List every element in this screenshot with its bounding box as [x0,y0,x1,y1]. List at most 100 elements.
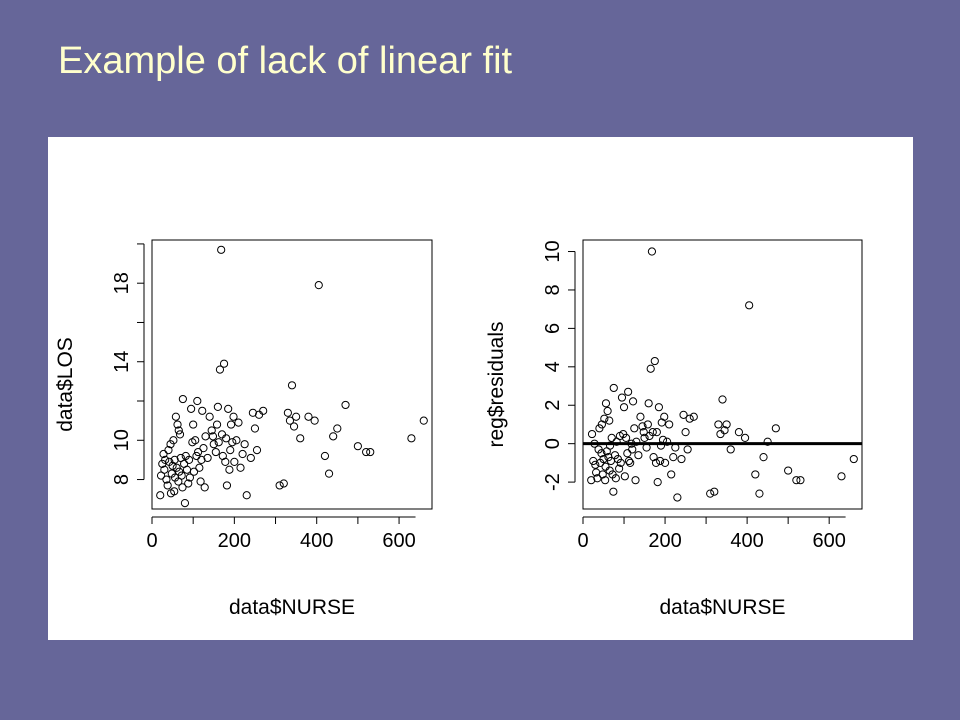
data-point [168,461,177,470]
data-point [628,445,637,454]
data-point [624,387,633,396]
data-point [329,432,338,441]
data-point [628,397,638,406]
y-tick-label: 18 [111,272,133,294]
data-point [706,489,715,498]
data-point [640,433,649,443]
data-point [689,412,698,421]
data-point [601,399,611,408]
x-axis-title: data$NURSE [659,596,785,619]
data-point [310,416,319,425]
x-tick-label: 400 [300,530,333,552]
data-point [341,400,350,410]
data-point [314,281,323,290]
data-point [171,412,180,421]
data-point [208,432,218,441]
data-point [215,365,225,374]
data-point [230,457,239,466]
data-point [591,460,600,469]
data-point [248,408,257,417]
data-point [229,412,238,421]
data-point [162,475,171,484]
data-point [205,412,214,421]
data-point [320,451,330,461]
data-point [222,481,232,490]
data-point [180,499,190,508]
data-point [189,467,199,476]
data-point [187,404,196,413]
data-point [184,455,194,465]
data-point [681,428,690,437]
data-point [722,420,731,429]
data-point [677,454,686,464]
data-point [304,412,313,421]
data-point [771,424,780,433]
data-point [195,463,204,472]
plot-frame [151,239,433,510]
chart-1: 0 200 400 600 8 10 14 18 data$NURSE data$LOS [54,239,433,619]
data-point [164,445,173,455]
data-point [238,449,247,459]
data-point [603,406,612,416]
data-point [224,404,233,413]
y-tick-label: 10 [111,429,133,451]
data-point [649,453,658,462]
data-point [609,487,618,496]
data-point [234,418,243,427]
data-point [650,356,659,366]
data-point [289,422,299,431]
data-point [254,410,264,419]
data-point [654,403,664,412]
data-point [207,426,216,435]
data-point [656,456,665,466]
data-point [259,406,268,415]
data-point [624,456,634,466]
data-point [161,455,170,465]
data-point [660,458,670,467]
data-point [217,245,226,254]
data-point [173,420,182,429]
data-point [636,412,645,421]
chart-2: 0 200 400 600 -2 0 2 4 6 8 10 data$NURSE reg$residua… [485,239,863,619]
data-point [630,424,639,433]
data-point [607,433,616,443]
data-point [197,455,206,465]
data-point [605,416,614,425]
data-point [353,442,362,451]
data-point [296,434,305,443]
data-point [175,430,185,439]
slide-title: Example of lack of linear fit [58,40,513,82]
data-point [182,465,192,474]
data-point [193,396,202,406]
data-point [667,470,676,479]
data-point [189,420,198,429]
data-point [653,478,662,487]
x-tick-label: 600 [382,530,415,552]
y-tick-label: 4 [542,361,564,372]
data-point [683,445,692,454]
data-point [632,437,641,446]
data-point [185,473,194,482]
data-point [590,439,599,448]
data-point [642,443,651,452]
data-point [716,429,725,439]
data-point [213,402,222,411]
data-point [222,434,231,443]
data-point [615,464,624,473]
data-point [671,443,680,452]
data-point [616,458,625,467]
data-point [209,440,218,449]
data-point [177,471,186,480]
data-point [226,420,236,429]
data-point [638,422,647,431]
data-point [252,445,262,455]
data-point [623,449,632,458]
data-point [211,447,220,457]
data-point [196,477,205,486]
data-point [178,394,187,404]
data-point [627,439,636,448]
data-point [156,491,165,500]
y-tick-label: 8 [111,474,133,485]
x-tick-label: 600 [812,530,845,552]
data-point [710,487,719,496]
